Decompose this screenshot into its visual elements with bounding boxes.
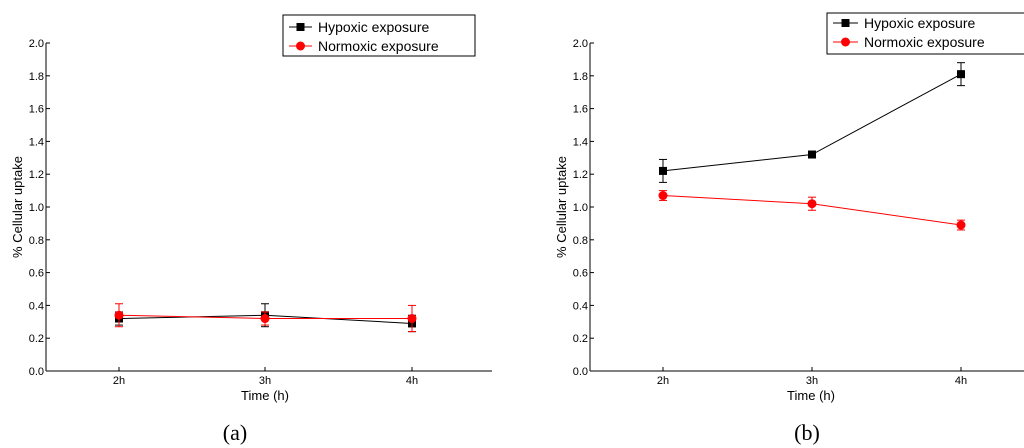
- x-tick-label: 2h: [113, 375, 125, 387]
- legend-label: Normoxic exposure: [318, 38, 439, 54]
- x-tick-label: 4h: [955, 375, 967, 387]
- y-tick-label: 0.6: [29, 268, 44, 280]
- y-tick-label: 0.2: [573, 333, 588, 345]
- data-point: [114, 310, 124, 320]
- data-point: [807, 199, 817, 209]
- chart-panel-2: 0.0 0.2 0.4 0.6 0.8 1.0 1.2 1.4 1.6 1.8 2.0 2h 3h 4h T…: [554, 12, 1024, 445]
- panel-label: (a): [223, 420, 247, 445]
- series-normoxic: [658, 190, 966, 231]
- y-tick-label: 1.0: [573, 202, 588, 214]
- data-point: [957, 70, 965, 79]
- legend: Hypoxic exposure Normoxic exposure: [826, 12, 1024, 55]
- x-axis-title: Time (h): [241, 388, 289, 403]
- x-tick-label: 3h: [259, 375, 271, 387]
- legend-marker: [841, 19, 850, 27]
- y-tick-label: 0.8: [29, 235, 44, 247]
- y-tick-label: 1.6: [29, 104, 44, 116]
- y-tick-label: 0.8: [573, 235, 588, 247]
- y-tick-label: 0.6: [573, 268, 588, 280]
- legend-marker: [296, 23, 305, 31]
- data-point: [808, 150, 816, 159]
- y-tick-label: 0.4: [573, 300, 588, 312]
- data-point: [658, 191, 668, 201]
- y-tick-label: 2.0: [29, 38, 44, 50]
- x-tick-label: 3h: [806, 375, 818, 387]
- legend-marker: [841, 37, 850, 47]
- legend-box: [826, 12, 1024, 55]
- legend-label: Normoxic exposure: [864, 34, 985, 50]
- x-tick-label: 4h: [406, 375, 418, 387]
- y-tick-label: 1.2: [29, 169, 44, 181]
- panel-label: (b): [794, 420, 820, 445]
- y-tick-label: 2.0: [573, 38, 588, 50]
- legend-marker: [296, 41, 305, 51]
- y-tick-label: 0.4: [29, 300, 44, 312]
- data-point: [260, 314, 270, 324]
- y-tick-label: 0.0: [573, 366, 588, 378]
- y-tick-label: 0.0: [29, 366, 44, 378]
- y-tick-label: 1.8: [573, 71, 588, 83]
- chart-panel-1: 0.0 0.2 0.4 0.6 0.8 1.0 1.2 1.4 1.6 1.8 2.0 2h 3h 4h T…: [10, 14, 492, 445]
- data-point: [659, 166, 667, 175]
- data-point: [407, 314, 417, 324]
- legend-box: [282, 14, 476, 57]
- legend-label: Hypoxic exposure: [318, 19, 429, 35]
- y-axis-title: % Cellular uptake: [10, 156, 25, 258]
- y-tick-label: 0.2: [29, 333, 44, 345]
- data-point: [956, 220, 966, 230]
- x-axis-title: Time (h): [787, 388, 835, 403]
- legend: Hypoxic exposure Normoxic exposure: [282, 14, 476, 57]
- series-normoxic: [114, 303, 417, 333]
- y-tick-label: 1.2: [573, 169, 588, 181]
- series-hypoxic: [659, 62, 965, 183]
- y-tick-label: 1.4: [29, 136, 44, 148]
- legend-label: Hypoxic exposure: [864, 15, 975, 31]
- y-tick-label: 1.0: [29, 202, 44, 214]
- y-tick-label: 1.8: [29, 71, 44, 83]
- y-tick-label: 1.4: [573, 136, 588, 148]
- x-tick-label: 2h: [657, 375, 669, 387]
- y-tick-label: 1.6: [573, 104, 588, 116]
- y-axis-title: % Cellular uptake: [554, 156, 569, 258]
